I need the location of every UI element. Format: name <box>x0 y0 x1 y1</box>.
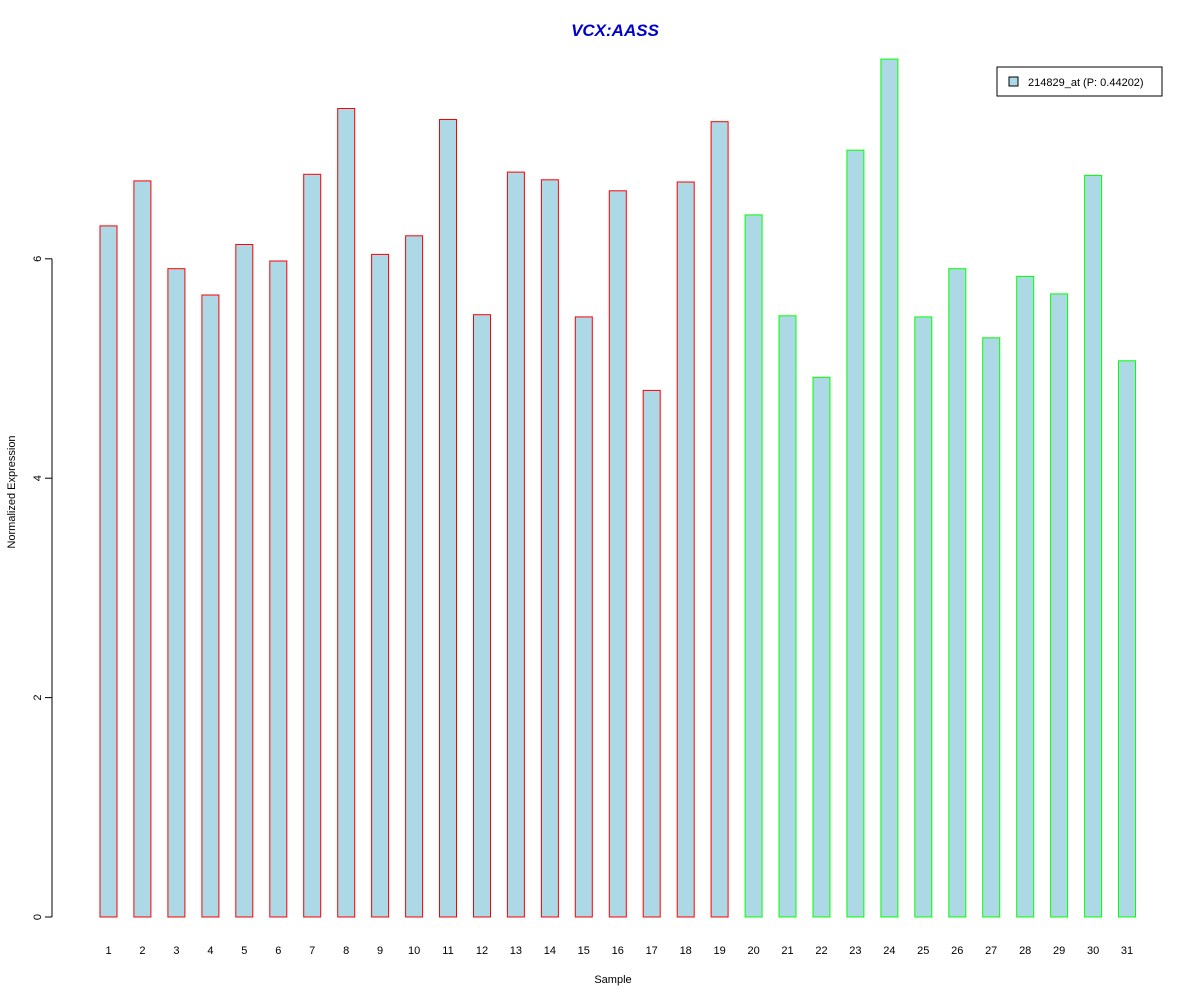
x-tick-label: 5 <box>241 945 247 957</box>
bar-sample-10 <box>405 235 424 918</box>
bar-sample-18 <box>676 181 695 918</box>
bar-sample-6 <box>269 260 288 918</box>
x-tick-label: 18 <box>680 945 692 957</box>
x-tick-label: 15 <box>578 945 590 957</box>
y-tick-label: 2 <box>32 695 44 701</box>
bar-sample-8 <box>337 108 356 918</box>
x-tick-label: 24 <box>883 945 895 957</box>
y-tick-label: 6 <box>32 256 44 262</box>
x-tick-label: 10 <box>408 945 420 957</box>
bar-sample-4 <box>201 294 220 918</box>
legend-box <box>996 66 1163 97</box>
x-tick-label: 13 <box>510 945 522 957</box>
x-tick-label: 27 <box>985 945 997 957</box>
bar-sample-30 <box>1084 174 1103 918</box>
bar-sample-15 <box>574 316 593 918</box>
x-tick-label: 23 <box>849 945 861 957</box>
bar-sample-1 <box>99 225 118 918</box>
legend-label: 214829_at (P: 0.44202) <box>1028 77 1144 89</box>
x-tick-label: 19 <box>713 945 725 957</box>
x-tick-label: 21 <box>781 945 793 957</box>
bar-sample-22 <box>812 376 831 918</box>
y-axis: 0 2 4 6 <box>32 256 53 920</box>
bar-sample-27 <box>982 337 1001 918</box>
bar-sample-5 <box>235 244 254 918</box>
bar-sample-19 <box>710 121 729 918</box>
x-tick-label: 6 <box>275 945 281 957</box>
x-tick-label: 4 <box>207 945 213 957</box>
x-tick-label: 22 <box>815 945 827 957</box>
bar-sample-2 <box>133 180 152 918</box>
bar-sample-26 <box>948 268 967 918</box>
bar-sample-31 <box>1118 360 1136 918</box>
bar-sample-7 <box>303 173 322 918</box>
legend-swatch <box>1008 76 1019 87</box>
bar-sample-28 <box>1016 275 1035 918</box>
x-tick-label: 30 <box>1087 945 1099 957</box>
x-tick-label: 8 <box>343 945 349 957</box>
bar-sample-12 <box>473 314 491 918</box>
chart-title: VCX:AASS <box>571 21 660 40</box>
bar-sample-14 <box>540 179 559 918</box>
x-tick-label: 9 <box>377 945 383 957</box>
x-tick-label: 20 <box>747 945 759 957</box>
bar-sample-25 <box>914 316 933 918</box>
x-tick-label: 11 <box>442 945 453 957</box>
bar-sample-20 <box>744 214 763 918</box>
bar-sample-13 <box>506 171 525 918</box>
bar-sample-24 <box>880 58 899 918</box>
bar-sample-29 <box>1050 293 1069 918</box>
bar-sample-23 <box>846 149 865 918</box>
y-tick-label: 4 <box>32 475 44 481</box>
x-tick-label: 29 <box>1053 945 1065 957</box>
bar-sample-17 <box>642 389 661 918</box>
x-tick-label: 14 <box>544 945 556 957</box>
bar-sample-3 <box>167 268 186 918</box>
x-tick-label: 17 <box>646 945 658 957</box>
bar-sample-9 <box>371 253 390 918</box>
x-tick-label: 1 <box>105 945 111 957</box>
x-tick-label: 31 <box>1121 945 1133 957</box>
x-tick-label: 7 <box>309 945 315 957</box>
x-tick-label: 26 <box>951 945 963 957</box>
legend: 214829_at (P: 0.44202) <box>996 66 1163 97</box>
y-tick-label: 0 <box>32 914 44 920</box>
x-tick-label: 25 <box>917 945 929 957</box>
bars-group <box>99 58 1136 918</box>
bar-sample-16 <box>608 190 627 918</box>
x-tick-label: 16 <box>612 945 624 957</box>
x-tick-label: 28 <box>1019 945 1031 957</box>
bar-sample-21 <box>778 315 797 918</box>
x-tick-label: 12 <box>476 945 488 957</box>
x-tick-label: 2 <box>139 945 145 957</box>
x-axis-label: Sample <box>594 974 631 986</box>
bar-sample-11 <box>439 119 457 918</box>
y-axis-label: Normalized Expression <box>6 435 18 548</box>
x-axis-tick-labels: 1 2 3 4 5 6 7 8 9 10 11 12 13 14 15 16 17 18 19 20 21 22 23 24 2… <box>105 945 1133 957</box>
x-tick-label: 3 <box>173 945 179 957</box>
